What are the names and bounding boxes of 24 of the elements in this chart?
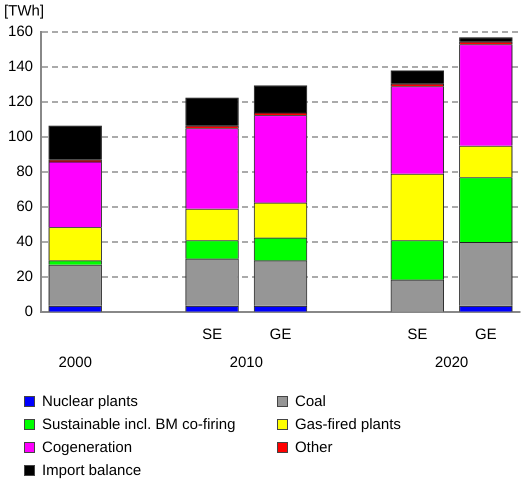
y-tick-label: 120 bbox=[8, 93, 34, 110]
x-tick-label: GE bbox=[474, 326, 497, 344]
legend-label: Other bbox=[295, 439, 333, 456]
y-tick-label: 20 bbox=[16, 268, 34, 286]
text: 2000 bbox=[58, 354, 92, 372]
y-tick-label: 80 bbox=[16, 163, 34, 180]
y-tick-label: 140 bbox=[8, 58, 34, 76]
legend-label: Sustainable incl. BM co-firing bbox=[42, 416, 236, 433]
text: 2010 bbox=[230, 354, 263, 372]
y-tick-label: 160 bbox=[8, 23, 34, 40]
legend-label: Import balance bbox=[42, 462, 142, 479]
y-axis-title: [TWh] bbox=[4, 2, 44, 20]
y-tick-label: 100 bbox=[8, 128, 34, 146]
x-tick-label: GE bbox=[270, 326, 292, 344]
legend-label: Coal bbox=[295, 393, 326, 410]
legend-label: Gas-fired plants bbox=[295, 416, 401, 433]
y-tick-label: 40 bbox=[16, 233, 34, 250]
x-tick-label: SE bbox=[202, 326, 222, 344]
legend-label: Nuclear plants bbox=[42, 393, 138, 410]
y-tick-label: 60 bbox=[16, 198, 34, 216]
x-tick-label: SE bbox=[407, 326, 428, 344]
legend-label: Cogeneration bbox=[42, 439, 132, 456]
y-tick-label: 0 bbox=[24, 303, 34, 320]
text: 2020 bbox=[434, 354, 468, 372]
